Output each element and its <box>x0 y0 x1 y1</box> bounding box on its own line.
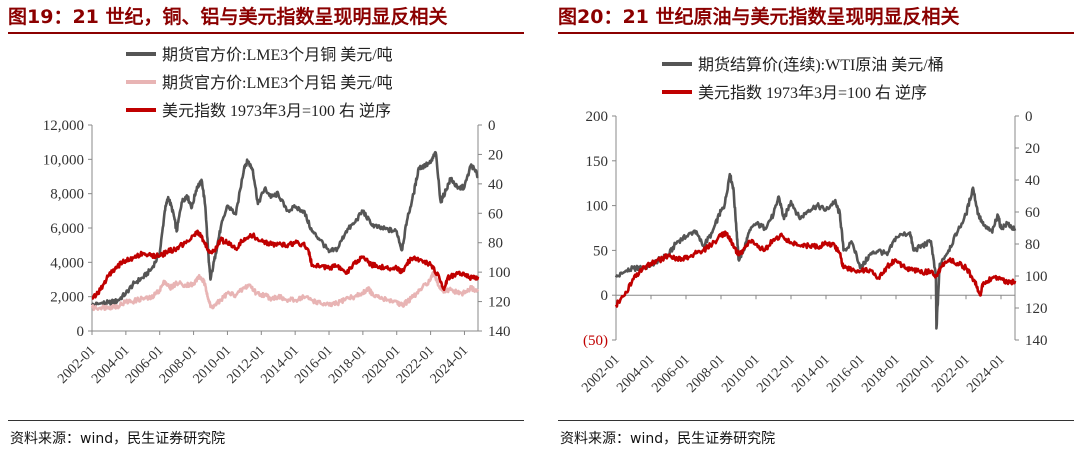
y-left-tick-label: (50) <box>583 333 608 349</box>
y-right-tick-label: 80 <box>1025 237 1040 253</box>
y-left-tick-label: 10,000 <box>43 152 84 168</box>
series-line-3 <box>91 229 480 300</box>
legend-label: 美元指数 1973年3月=100 右 逆序 <box>698 84 927 102</box>
y-left-tick-label: 4,000 <box>50 255 84 271</box>
x-tick-label: 2016-01 <box>824 352 868 396</box>
y-left-tick-label: 150 <box>586 154 609 170</box>
y-right-tick-label: 140 <box>488 324 511 340</box>
panel-copper-aluminum: 图19：21 世纪，铜、铝与美元指数呈现明显反相关 0 2,000 4,000 6,0… <box>8 0 540 454</box>
y-right-tick-label: 40 <box>488 177 503 193</box>
y-left-tick-label: 2,000 <box>50 290 84 306</box>
x-tick-label: 2006-01 <box>649 352 693 396</box>
x-tick-label: 2002-01 <box>579 352 623 396</box>
y-right-tick-label: 120 <box>1025 301 1048 317</box>
legend-label: 期货结算价(连续):WTI原油 美元/桶 <box>698 55 944 74</box>
x-tick-label: 2024-01 <box>964 352 1008 396</box>
x-tick-label: 2014-01 <box>789 352 833 396</box>
source-note: 资料来源：wind，民生证券研究院 <box>10 431 226 447</box>
x-tick-label: 2022-01 <box>929 352 973 396</box>
y-left-tick-label: 12,000 <box>43 118 84 134</box>
series-line-2 <box>614 230 1017 308</box>
x-tick-label: 2020-01 <box>894 352 938 396</box>
source-note: 资料来源：wind，民生证券研究院 <box>560 431 776 447</box>
y-left-tick-label: 50 <box>593 243 608 259</box>
x-tick-label: 2012-01 <box>754 352 798 396</box>
y-right-tick-label: 0 <box>1025 109 1033 125</box>
legend-label: 期货官方价:LME3个月铜 美元/吨 <box>162 46 393 64</box>
y-right-tick-label: 100 <box>488 265 511 281</box>
y-left-tick-label: 200 <box>586 109 609 125</box>
crude-oil-chart: (50) 0 50 100 150 200 0 20 40 60 80 100 120 140 2002-0… <box>579 55 1048 396</box>
y-right-tick-label: 20 <box>488 147 503 163</box>
series-line-1 <box>614 172 1017 330</box>
y-right-tick-label: 40 <box>1025 173 1040 189</box>
title-rule <box>8 32 524 34</box>
x-tick-label: 2024-01 <box>428 343 472 387</box>
y-right-tick-label: 0 <box>488 118 496 134</box>
figure-title: 图20：21 世纪原油与美元指数呈现明显反相关 <box>558 6 960 28</box>
y-right-tick-label: 120 <box>488 295 511 311</box>
y-left-tick-label: 0 <box>77 324 85 340</box>
y-left-tick-label: 8,000 <box>50 187 84 203</box>
x-tick-label: 2018-01 <box>859 352 903 396</box>
panel-crude-oil: 图20：21 世纪原油与美元指数呈现明显反相关 (50) 0 50 100 150 200… <box>558 0 1080 454</box>
series-line-2 <box>90 270 480 312</box>
title-rule <box>558 32 1074 34</box>
x-tick-label: 2008-01 <box>684 352 728 396</box>
bottom-rule <box>558 420 1074 421</box>
y-right-tick-label: 20 <box>1025 141 1040 157</box>
bottom-rule <box>8 420 524 421</box>
x-tick-label: 2004-01 <box>614 352 658 396</box>
y-left-tick-label: 6,000 <box>50 221 84 237</box>
copper-aluminum-chart: 0 2,000 4,000 6,000 8,000 10,000 12,000 0 20 40 60… <box>43 46 511 387</box>
y-left-tick-label: 0 <box>601 288 609 304</box>
figure-title: 图19：21 世纪，铜、铝与美元指数呈现明显反相关 <box>8 6 448 28</box>
series-line-1 <box>90 150 479 307</box>
y-right-tick-label: 80 <box>488 236 503 252</box>
y-left-tick-label: 100 <box>586 199 609 215</box>
legend-label: 美元指数 1973年3月=100 右 逆序 <box>162 102 391 120</box>
y-right-tick-label: 140 <box>1025 333 1048 349</box>
y-right-tick-label: 100 <box>1025 269 1048 285</box>
y-right-tick-label: 60 <box>1025 205 1040 221</box>
legend-label: 期货官方价:LME3个月铝 美元/吨 <box>162 74 393 92</box>
y-right-tick-label: 60 <box>488 206 503 222</box>
x-tick-label: 2010-01 <box>719 352 763 396</box>
